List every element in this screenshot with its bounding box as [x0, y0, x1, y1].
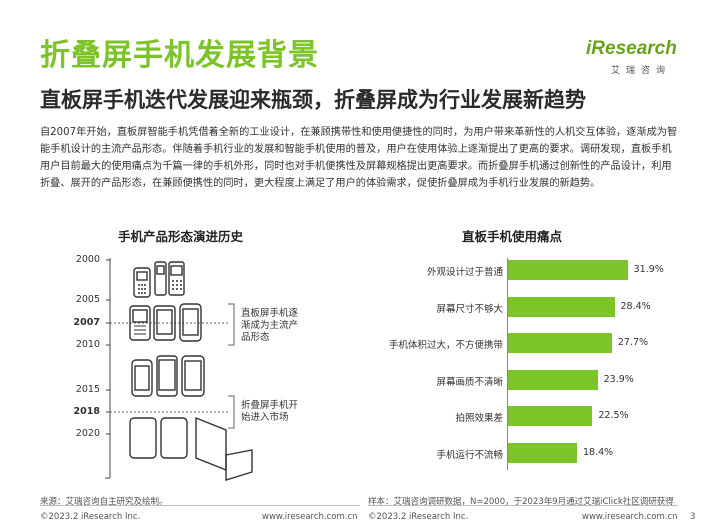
bar: [508, 333, 612, 353]
bar: [508, 260, 628, 280]
timeline-year: 2020: [75, 428, 100, 439]
pain-chart-title: 直板手机使用痛点: [462, 229, 563, 244]
bar-chart-axis: [507, 258, 508, 470]
bar: [508, 369, 598, 390]
bar-category-label: 屏幕画质不清晰: [436, 376, 503, 388]
url-right: www.iresearch.com.cn: [582, 512, 678, 522]
bar-category-label: 手机体积过大，不方便携带: [388, 340, 503, 351]
bar-value-label: 28.4%: [620, 300, 651, 312]
copyright-left: ©2023.2 iResearch Inc.: [40, 512, 141, 522]
iresearch-logo: iResearch 艾瑞咨询: [586, 38, 678, 80]
timeline-year: 2010: [75, 339, 100, 350]
timeline-year-highlight: 2018: [73, 406, 100, 417]
timeline-year: 2005: [75, 294, 100, 305]
body-paragraph: 自2007年开始，直板屏智能手机凭借着全新的工业设计，在兼顾携带性和使用便捷性的…: [40, 127, 678, 189]
page-title: 折叠屏手机发展背景: [40, 38, 319, 73]
bar-category-label: 外观设计过于普通: [426, 267, 503, 278]
copyright-right: ©2023.2 iResearch Inc.: [368, 512, 469, 522]
bar: [508, 442, 577, 463]
bar-value-label: 23.9%: [603, 373, 634, 385]
bar-category-label: 手机运行不流畅: [436, 449, 503, 461]
annotation-foldable: 折叠屏手机开 始进入市场: [241, 400, 299, 423]
bar-value-label: 27.7%: [617, 337, 649, 348]
bar-category-label: 拍照效果差: [455, 413, 503, 424]
bar-value-label: 22.5%: [598, 410, 629, 421]
timeline-title: 手机产品形态演进历史: [118, 229, 244, 244]
footer-divider-right: [368, 505, 678, 506]
logo-subtitle: 艾瑞咨询: [611, 66, 672, 76]
bar-value-label: 31.9%: [633, 264, 664, 275]
logo-name: iResearch: [586, 38, 677, 59]
page-subtitle: 直板屏手机迭代发展迎来瓶颈，折叠屏成为行业发展新趋势: [40, 88, 586, 112]
bar-value-label: 18.4%: [583, 446, 614, 458]
footer-divider-left: [40, 505, 360, 506]
timeline-year: 2000: [75, 254, 100, 265]
annotation-candybar: 直板屏手机逐 渐成为主流产 品形态: [241, 308, 299, 343]
timeline-year: 2015: [75, 384, 100, 395]
timeline-year-highlight: 2007: [73, 317, 100, 328]
bar-category-label: 屏幕尺寸不够大: [436, 303, 503, 315]
bar: [508, 296, 615, 317]
page-number: 3: [690, 512, 696, 522]
source-left: 来源：艾瑞咨询自主研究及绘制。: [40, 497, 168, 507]
source-right: 样本：艾瑞咨询调研数据，N=2000，于2023年9月通过艾瑞iClick社区调…: [368, 497, 674, 507]
url-left: www.iresearch.com.cn: [262, 512, 358, 522]
bar: [508, 406, 593, 426]
